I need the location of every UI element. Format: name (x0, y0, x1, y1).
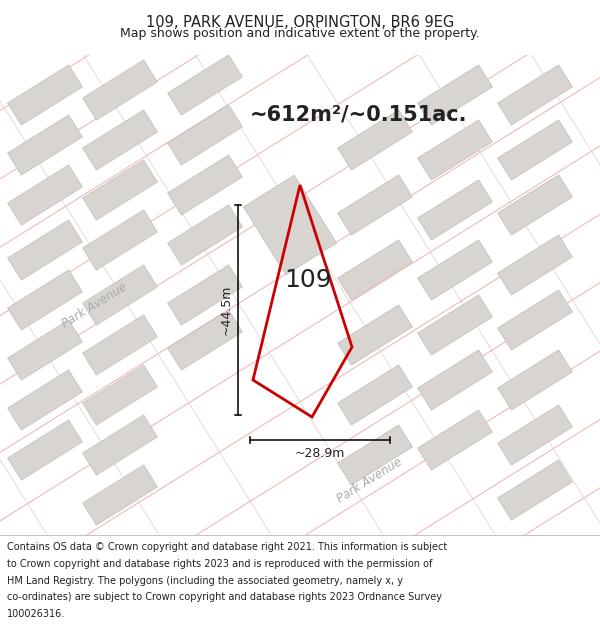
Text: 100026316.: 100026316. (7, 609, 65, 619)
Text: Park Avenue: Park Avenue (335, 455, 405, 505)
Polygon shape (167, 310, 242, 370)
Polygon shape (83, 465, 157, 525)
Polygon shape (8, 420, 82, 480)
Polygon shape (167, 205, 242, 265)
Polygon shape (497, 405, 572, 465)
Polygon shape (497, 65, 572, 125)
Polygon shape (8, 220, 82, 280)
Text: ~28.9m: ~28.9m (295, 447, 345, 460)
Polygon shape (83, 60, 157, 120)
Polygon shape (418, 120, 493, 180)
Text: Park Avenue: Park Avenue (60, 280, 130, 330)
Polygon shape (83, 315, 157, 375)
Polygon shape (338, 240, 412, 300)
Polygon shape (167, 55, 242, 115)
Text: ~612m²/~0.151ac.: ~612m²/~0.151ac. (250, 105, 467, 125)
Polygon shape (418, 295, 493, 355)
Polygon shape (497, 350, 572, 410)
Polygon shape (338, 175, 412, 235)
Polygon shape (167, 265, 242, 325)
Polygon shape (497, 120, 572, 180)
Polygon shape (497, 175, 572, 235)
Polygon shape (8, 320, 82, 380)
Polygon shape (8, 370, 82, 430)
Polygon shape (83, 365, 157, 425)
Text: ~44.5m: ~44.5m (220, 285, 233, 335)
Polygon shape (338, 305, 412, 365)
Polygon shape (497, 290, 572, 350)
Polygon shape (167, 155, 242, 215)
Polygon shape (338, 425, 412, 485)
Polygon shape (83, 110, 157, 170)
Polygon shape (418, 410, 493, 470)
Text: 109, PARK AVENUE, ORPINGTON, BR6 9EG: 109, PARK AVENUE, ORPINGTON, BR6 9EG (146, 16, 454, 31)
Polygon shape (418, 240, 493, 300)
Polygon shape (8, 270, 82, 330)
Polygon shape (338, 110, 412, 170)
Polygon shape (418, 65, 493, 125)
Text: Contains OS data © Crown copyright and database right 2021. This information is : Contains OS data © Crown copyright and d… (7, 542, 448, 552)
Polygon shape (497, 460, 572, 520)
Polygon shape (83, 210, 157, 270)
Text: to Crown copyright and database rights 2023 and is reproduced with the permissio: to Crown copyright and database rights 2… (7, 559, 433, 569)
Polygon shape (83, 415, 157, 475)
Polygon shape (8, 165, 82, 225)
Polygon shape (418, 350, 493, 410)
Text: Map shows position and indicative extent of the property.: Map shows position and indicative extent… (120, 27, 480, 39)
Text: HM Land Registry. The polygons (including the associated geometry, namely x, y: HM Land Registry. The polygons (includin… (7, 576, 403, 586)
Polygon shape (83, 265, 157, 325)
Polygon shape (338, 365, 412, 425)
Polygon shape (167, 105, 242, 165)
Text: co-ordinates) are subject to Crown copyright and database rights 2023 Ordnance S: co-ordinates) are subject to Crown copyr… (7, 592, 442, 602)
Text: 109: 109 (284, 268, 332, 292)
Polygon shape (8, 115, 82, 175)
Polygon shape (8, 65, 82, 125)
Polygon shape (244, 175, 337, 275)
Polygon shape (497, 235, 572, 295)
Polygon shape (418, 180, 493, 240)
Polygon shape (83, 160, 157, 220)
